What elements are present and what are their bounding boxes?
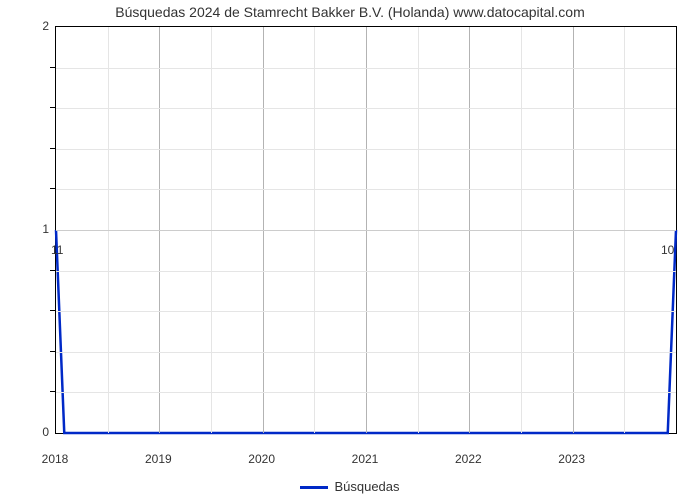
chart-container: Búsquedas 2024 de Stamrecht Bakker B.V. …: [0, 0, 700, 500]
x-tick-label: 2020: [248, 452, 275, 466]
legend: Búsquedas: [0, 479, 700, 494]
grid-h-minor: [56, 271, 676, 272]
x-tick-label: 2023: [558, 452, 585, 466]
grid-h-minor: [56, 189, 676, 190]
y-minor-tick: [50, 310, 55, 311]
x-tick-label: 2022: [455, 452, 482, 466]
y-minor-tick: [50, 67, 55, 68]
y-minor-tick: [50, 270, 55, 271]
grid-h-minor: [56, 108, 676, 109]
grid-h-minor: [56, 68, 676, 69]
y-tick-label: 2: [33, 19, 49, 33]
y-tick-label: 1: [33, 222, 49, 236]
point-label: 11: [51, 243, 63, 257]
x-tick-label: 2019: [145, 452, 172, 466]
y-minor-tick: [50, 351, 55, 352]
grid-h-minor: [56, 392, 676, 393]
point-label: 10: [661, 243, 674, 257]
plot-area: [55, 26, 677, 434]
x-tick-label: 2018: [42, 452, 69, 466]
grid-h-major: [56, 230, 676, 231]
y-minor-tick: [50, 148, 55, 149]
legend-swatch: [300, 486, 328, 489]
grid-h-minor: [56, 149, 676, 150]
x-tick-label: 2021: [352, 452, 379, 466]
y-minor-tick: [50, 188, 55, 189]
legend-label: Búsquedas: [334, 479, 399, 494]
grid-h-minor: [56, 311, 676, 312]
chart-title: Búsquedas 2024 de Stamrecht Bakker B.V. …: [0, 4, 700, 20]
y-tick-label: 0: [33, 425, 49, 439]
y-minor-tick: [50, 107, 55, 108]
y-minor-tick: [50, 391, 55, 392]
grid-h-minor: [56, 352, 676, 353]
